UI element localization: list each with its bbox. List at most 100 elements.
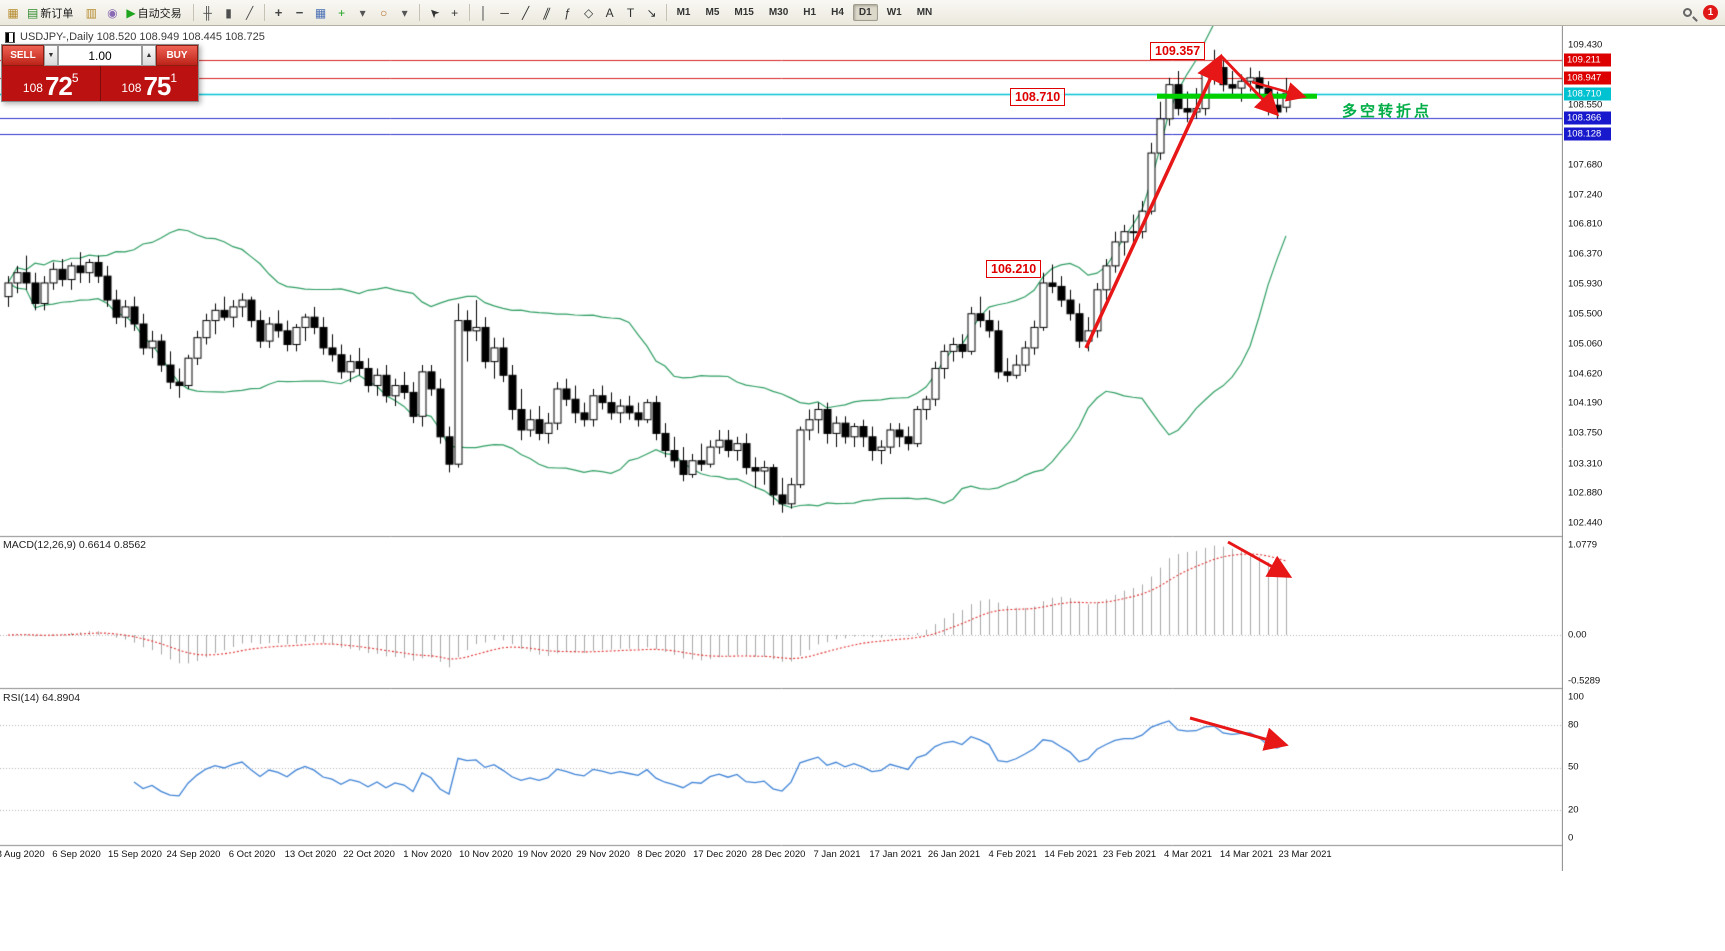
date-label: 6 Sep 2020 [52,849,101,860]
date-label: 23 Mar 2021 [1278,849,1332,860]
magnifier-glyph [1682,8,1692,17]
fibonacci-icon[interactable]: ƒ [558,3,578,23]
cycles-icon[interactable]: ○ [374,3,394,23]
toolbar-left-group: ▦ ▤ 新订单 ▥ ◉ ▶ 自动交易 ╫ ▮ ╱ + − ▦ + ▾ ○ ▾ ➤ + │ ─ ╱ ∥ ƒ ◇ A T ↘ [3,3,670,23]
timeframe-w1[interactable]: W1 [886,7,902,18]
date-label: 28 Dec 2020 [751,849,806,860]
zoom-in-icon[interactable]: + [269,3,289,23]
indicator-scale-tick: 0 [1568,832,1574,844]
trade-controls-row: SELL ▼ 1.00 ▲ BUY [2,45,198,66]
equidistant-channel-icon[interactable]: ∥ [537,3,557,23]
candlestick-icon [5,31,15,43]
shapes-icon[interactable]: ◇ [579,3,599,23]
charts-window-icon[interactable]: ▦ [3,3,23,23]
indicator-scale-tick: -0.5289 [1568,675,1601,687]
bar-chart-icon-glyph: ╫ [203,5,212,20]
price-tick: 102.880 [1568,487,1603,499]
price-chart-canvas[interactable] [0,26,1563,871]
date-label: 28 Aug 2020 [0,849,45,860]
price-badge-109.211: 109.211 [1564,53,1611,67]
sell-price-display[interactable]: 108 72 5 [2,66,100,101]
timeframe-m5[interactable]: M5 [705,7,720,18]
timeframe-h1[interactable]: H1 [803,7,817,18]
timeframe-h4[interactable]: H4 [831,7,844,18]
favorites-icon[interactable]: ◉ [102,3,122,23]
chart-title-text: USDJPY-,Daily 108.520 108.949 108.445 10… [20,31,265,43]
toolbar-separator [418,4,420,21]
price-tick: 106.810 [1568,218,1603,230]
new-order-button[interactable]: ▤ 新订单 [24,3,80,23]
indicators-icon[interactable]: + [332,3,352,23]
notification-badge[interactable]: 1 [1703,5,1718,20]
templates-dropdown-icon[interactable]: ▾ [395,3,415,23]
volume-up-button[interactable]: ▲ [142,45,156,66]
sell-button[interactable]: SELL [2,45,44,66]
trendline-icon-glyph: ╱ [521,5,530,20]
timeframe-d1[interactable]: D1 [852,4,878,21]
vertical-line-icon[interactable]: │ [474,3,494,23]
price-annotation-box[interactable]: 109.357 [1150,42,1206,60]
trade-prices-row: 108 72 5 108 75 1 [2,66,198,101]
crosshair-icon[interactable]: + [445,3,465,23]
line-chart-icon-glyph: ╱ [245,5,254,20]
timeframe-m15[interactable]: M15 [734,7,754,18]
price-annotation-box[interactable]: 106.210 [986,260,1042,278]
indicators-dropdown-icon[interactable]: ▾ [353,3,373,23]
date-label: 17 Dec 2020 [693,849,747,860]
price-annotation-box[interactable]: 108.710 [1010,88,1066,106]
buy-price-display[interactable]: 108 75 1 [100,66,198,101]
timeframe-m30[interactable]: M30 [768,7,789,18]
volume-down-button[interactable]: ▼ [44,45,58,66]
bar-chart-icon[interactable]: ╫ [198,3,218,23]
indicator-scale-tick: 0.00 [1568,629,1587,641]
date-label: 4 Feb 2021 [988,849,1037,860]
zoom-in-icon-glyph: + [274,5,283,20]
indicator-scale-tick: 80 [1568,719,1579,731]
zoom-out-icon-glyph: − [295,5,304,20]
candlestick-chart-icon[interactable]: ▮ [219,3,239,23]
price-tick: 105.500 [1568,308,1603,320]
text-icon[interactable]: A [600,3,620,23]
date-label: 4 Mar 2021 [1163,849,1213,860]
charts-window-icon-glyph: ▦ [7,5,19,20]
volume-input[interactable]: 1.00 [58,45,142,66]
price-tick: 102.440 [1568,517,1603,529]
indicator-scale-tick: 50 [1568,761,1579,773]
date-label: 17 Jan 2021 [869,849,922,860]
date-label: 24 Sep 2020 [166,849,221,860]
text-label-icon[interactable]: T [621,3,641,23]
templates-dropdown-icon-glyph: ▾ [401,5,408,20]
price-tick: 105.060 [1568,338,1603,350]
date-label: 29 Nov 2020 [576,849,630,860]
macd-label: MACD(12,26,9) 0.6614 0.8562 [3,539,147,551]
buy-button[interactable]: BUY [156,45,198,66]
date-label: 14 Feb 2021 [1044,849,1098,860]
timeframe-m1[interactable]: M1 [676,7,691,18]
price-tick: 107.680 [1568,159,1603,171]
timeframe-mn[interactable]: MN [916,7,933,18]
arrows-tool-icon[interactable]: ↘ [642,3,662,23]
tile-windows-icon[interactable]: ▦ [311,3,331,23]
trendline-icon[interactable]: ╱ [516,3,536,23]
fibonacci-icon-glyph: ƒ [564,5,571,20]
price-tick: 103.310 [1568,458,1603,469]
price-tick: 108.550 [1568,99,1603,111]
turning-point-note[interactable]: 多空转折点 [1342,103,1433,120]
zoom-out-icon[interactable]: − [290,3,310,23]
chart-area: USDJPY-,Daily 108.520 108.949 108.445 10… [0,26,1725,951]
cursor-icon[interactable]: ➤ [424,3,444,23]
date-label: 26 Jan 2021 [927,849,981,860]
candlestick-chart-icon-glyph: ▮ [225,5,232,20]
date-label: 8 Dec 2020 [637,849,686,860]
horizontal-line-icon[interactable]: ─ [495,3,515,23]
autotrading-button[interactable]: ▶ 自动交易 [123,3,188,23]
line-chart-icon[interactable]: ╱ [240,3,260,23]
sell-price-sup: 5 [71,71,79,85]
search-icon[interactable] [1677,3,1697,23]
favorites-icon-glyph: ◉ [107,5,118,20]
sell-price-prefix: 108 [22,81,43,95]
toolbar-separator [665,4,667,21]
chart-profiles-icon[interactable]: ▥ [81,3,101,23]
indicators-dropdown-icon-glyph: ▾ [359,5,366,20]
date-label: 10 Nov 2020 [459,849,513,860]
